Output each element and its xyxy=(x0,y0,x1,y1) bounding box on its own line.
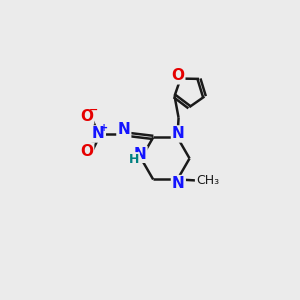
Text: N: N xyxy=(92,127,105,142)
Text: O: O xyxy=(80,144,93,159)
Text: H: H xyxy=(128,153,139,166)
Text: N: N xyxy=(134,147,146,162)
Text: N: N xyxy=(172,127,185,142)
Text: CH₃: CH₃ xyxy=(196,174,219,187)
Text: O: O xyxy=(171,68,184,83)
Text: N: N xyxy=(172,176,185,191)
Text: −: − xyxy=(88,105,98,115)
Text: O: O xyxy=(80,109,93,124)
Text: N: N xyxy=(118,122,130,137)
Text: +: + xyxy=(100,123,108,133)
